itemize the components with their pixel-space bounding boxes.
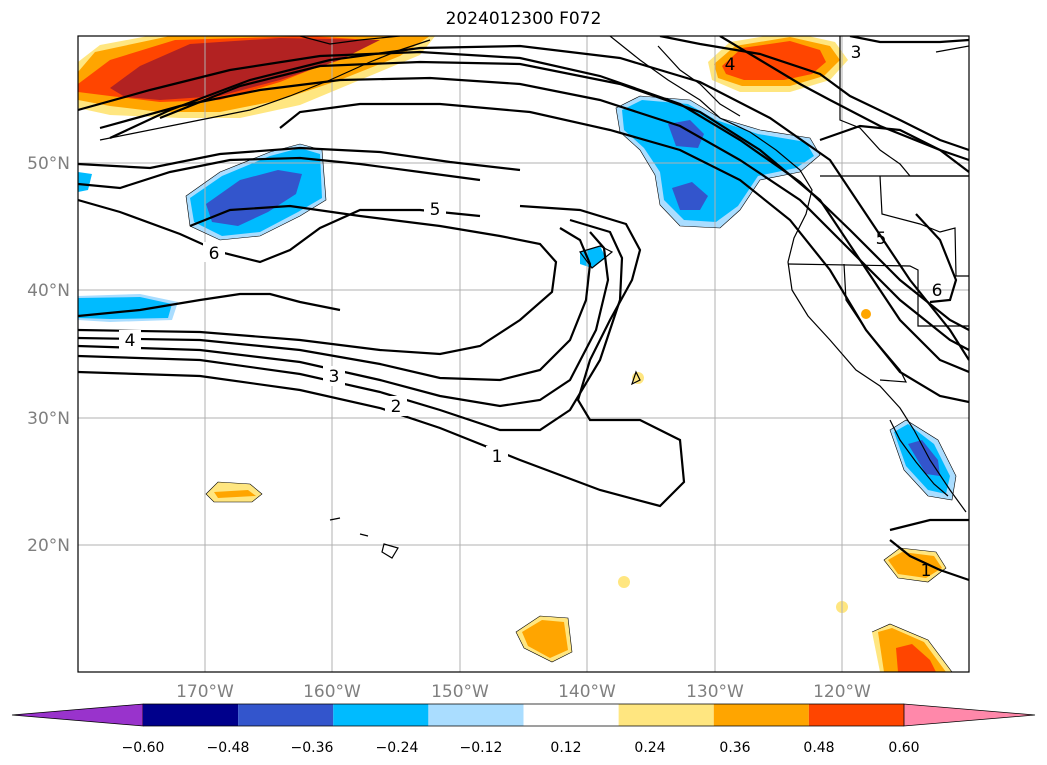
lon-label: 130°W [686, 682, 744, 702]
coastlines [99, 36, 969, 559]
negative-anomaly-nwp-dark [206, 170, 302, 226]
colorbar-segment [333, 704, 429, 726]
colorbar-segment [238, 704, 334, 726]
colorbar-segment [143, 704, 239, 726]
positive-anomaly-se-red [896, 644, 936, 672]
colorbar-segment [428, 704, 524, 726]
contour-label: 1 [921, 561, 932, 581]
contour-label-bg [385, 396, 407, 416]
colorbar-segment [523, 704, 619, 726]
positive-anomaly-dot2 [618, 576, 630, 588]
contour-label: 4 [125, 331, 136, 351]
positive-anomaly-south-orange [522, 620, 568, 658]
colorbar-segment [808, 704, 904, 726]
longitude-labels: 170°W 160°W 150°W 140°W 130°W 120°W [176, 682, 871, 702]
colorbar-tick-label: −0.12 [460, 740, 503, 756]
negative-anomaly-coast-blue [622, 100, 814, 222]
lat-label: 20°N [27, 536, 70, 556]
contour-label-bg [203, 242, 225, 262]
colorbar-segment [713, 704, 809, 726]
positive-anomaly-bc-red [722, 41, 826, 80]
positive-anomaly-hawaii-w-orange [214, 490, 256, 498]
lon-label: 170°W [176, 682, 234, 702]
colorbar-segment [618, 704, 714, 726]
colorbar [11, 703, 1036, 727]
colorbar-tick-label: 0.60 [888, 740, 919, 756]
lat-label: 40°N [27, 281, 70, 301]
negative-anomaly-west-edge [78, 172, 92, 192]
contour-label-bg [119, 330, 141, 350]
graticule [78, 36, 969, 672]
colorbar-tick-label: −0.36 [291, 740, 334, 756]
lon-label: 150°W [431, 682, 489, 702]
positive-anomaly-mexico-orange [888, 552, 942, 578]
shading [78, 36, 956, 672]
positive-anomaly-dot4 [861, 309, 871, 319]
lon-label: 120°W [813, 682, 871, 702]
colorbar-tick-label: 0.24 [634, 740, 665, 756]
contour-lines [78, 36, 969, 582]
contour-label: 3 [329, 367, 340, 387]
negative-anomaly-coast-dark [668, 120, 704, 148]
contour-label: 4 [725, 55, 736, 75]
colorbar-frame [143, 703, 904, 727]
colorbar-tick-label: 0.36 [719, 740, 750, 756]
contour-label: 6 [932, 281, 943, 301]
lon-label: 160°W [303, 682, 361, 702]
colorbar-tick-label: 0.48 [803, 740, 834, 756]
contour-label-bg [424, 198, 446, 218]
negative-anomaly-coast-dark2 [672, 182, 708, 210]
lat-label: 30°N [27, 409, 70, 429]
colorbar-extend-low [11, 703, 144, 727]
colorbar-tick-labels: −0.60 −0.48 −0.36 −0.24 −0.12 0.12 0.24 … [122, 740, 920, 756]
contour-label: 5 [876, 229, 887, 249]
contour-label-bg [486, 446, 508, 466]
contour-labels: 5 6 4 3 2 1 4 3 5 6 1 [119, 43, 942, 581]
contour-label: 6 [209, 244, 220, 264]
contour-label: 1 [492, 447, 503, 467]
colorbar-tick-label: −0.48 [207, 740, 250, 756]
map-frame [77, 35, 970, 673]
map-area: 5 6 4 3 2 1 4 3 5 6 1 [78, 36, 969, 672]
colorbar-tick-label: −0.24 [376, 740, 419, 756]
colorbar-tick-label: 0.12 [550, 740, 581, 756]
colorbar-tick-label: −0.60 [122, 740, 165, 756]
colorbar-extend-high [903, 703, 1036, 727]
contour-label: 2 [391, 397, 402, 417]
lon-label: 140°W [558, 682, 616, 702]
positive-anomaly-alaska-dark [110, 38, 380, 100]
lat-label: 50°N [27, 154, 70, 174]
contour-label: 3 [851, 43, 862, 63]
contour-label-bg [323, 366, 345, 386]
latitude-labels: 50°N 40°N 30°N 20°N [27, 154, 70, 556]
contour-label: 5 [430, 200, 441, 220]
negative-anomaly-baja-dark [908, 440, 940, 476]
map-title: 2024012300 F072 [445, 9, 602, 29]
